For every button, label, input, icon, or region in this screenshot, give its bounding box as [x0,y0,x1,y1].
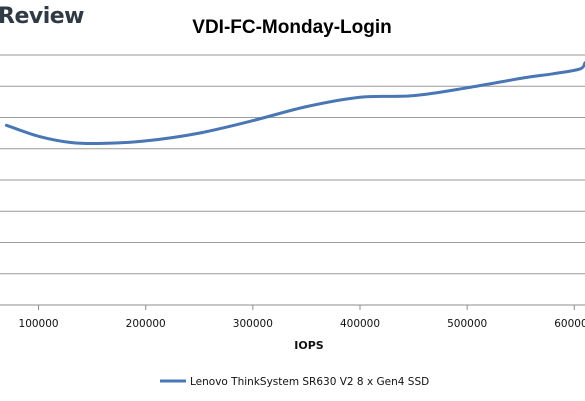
x-tick-label: 500000 [447,318,487,330]
gridlines [0,54,585,306]
series-group [4,61,585,146]
x-tick-label: 300000 [233,318,273,330]
x-tick-label: 100000 [19,318,59,330]
x-tick-label: 600000 [554,318,585,330]
legend: Lenovo ThinkSystem SR630 V2 8 x Gen4 SSD [160,376,429,388]
x-axis-label: IOPS [294,339,324,352]
x-tick-label: 200000 [126,318,166,330]
x-tick-label: 400000 [340,318,380,330]
chart-title: VDI-FC-Monday-Login [192,17,391,38]
legend-label: Lenovo ThinkSystem SR630 V2 8 x Gen4 SSD [190,376,429,388]
x-axis-ticks: 100000 200000 300000 400000 500000 600000 [19,305,585,330]
series-line [4,61,585,146]
brand-logo-text: Review [0,4,85,29]
